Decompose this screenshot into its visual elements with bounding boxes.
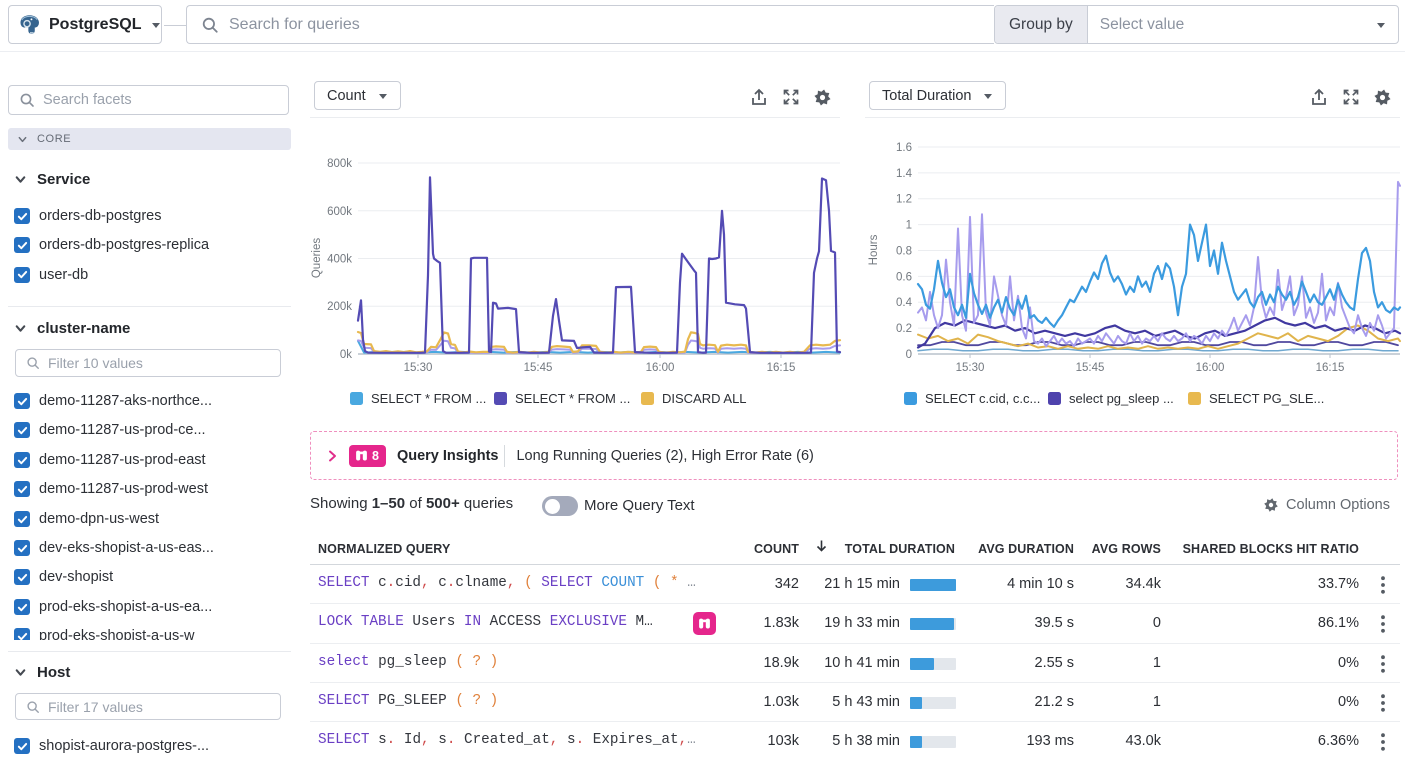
svg-text:0k: 0k <box>340 349 352 361</box>
svg-text:0.6: 0.6 <box>896 271 912 283</box>
svg-text:0.8: 0.8 <box>896 246 912 258</box>
svg-text:0.2: 0.2 <box>896 323 912 335</box>
svg-text:16:00: 16:00 <box>646 362 675 374</box>
svg-text:1: 1 <box>906 220 912 232</box>
svg-text:15:30: 15:30 <box>404 362 433 374</box>
svg-text:16:15: 16:15 <box>1316 362 1345 374</box>
svg-text:1.4: 1.4 <box>896 168 913 180</box>
svg-text:1.6: 1.6 <box>896 142 912 154</box>
svg-text:800k: 800k <box>327 158 352 170</box>
svg-text:16:00: 16:00 <box>1196 362 1225 374</box>
svg-text:16:15: 16:15 <box>767 362 796 374</box>
svg-text:Hours: Hours <box>868 234 880 265</box>
svg-text:0.4: 0.4 <box>896 297 913 309</box>
svg-text:Queries: Queries <box>311 238 323 279</box>
svg-text:400k: 400k <box>327 254 352 266</box>
svg-text:0: 0 <box>906 349 912 361</box>
svg-text:600k: 600k <box>327 206 352 218</box>
svg-text:200k: 200k <box>327 301 352 313</box>
svg-text:15:45: 15:45 <box>524 362 553 374</box>
svg-text:1.2: 1.2 <box>896 194 912 206</box>
svg-text:15:45: 15:45 <box>1076 362 1105 374</box>
svg-text:15:30: 15:30 <box>956 362 985 374</box>
